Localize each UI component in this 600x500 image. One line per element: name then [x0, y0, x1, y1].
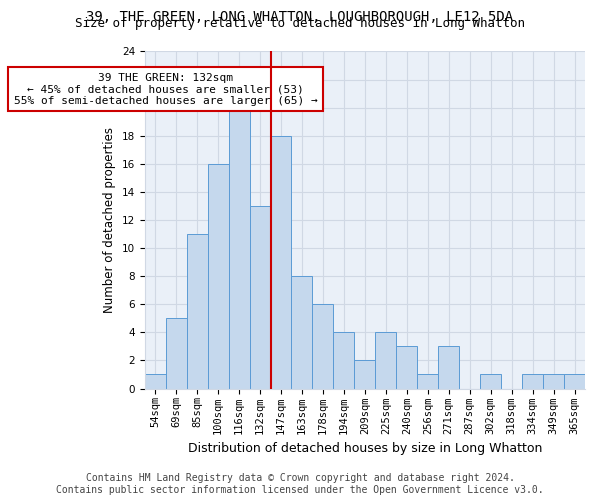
Bar [417, 374, 438, 388]
Bar [543, 374, 564, 388]
Bar [166, 318, 187, 388]
Bar [250, 206, 271, 388]
Bar [522, 374, 543, 388]
Bar [313, 304, 334, 388]
X-axis label: Distribution of detached houses by size in Long Whatton: Distribution of detached houses by size … [188, 442, 542, 455]
Bar [334, 332, 355, 388]
Text: Size of property relative to detached houses in Long Whatton: Size of property relative to detached ho… [75, 18, 525, 30]
Bar [397, 346, 417, 389]
Text: 39, THE GREEN, LONG WHATTON, LOUGHBOROUGH, LE12 5DA: 39, THE GREEN, LONG WHATTON, LOUGHBOROUG… [86, 10, 514, 24]
Bar [564, 374, 585, 388]
Bar [438, 346, 459, 389]
Text: Contains HM Land Registry data © Crown copyright and database right 2024.
Contai: Contains HM Land Registry data © Crown c… [56, 474, 544, 495]
Bar [376, 332, 397, 388]
Text: 39 THE GREEN: 132sqm
← 45% of detached houses are smaller (53)
55% of semi-detac: 39 THE GREEN: 132sqm ← 45% of detached h… [14, 72, 317, 106]
Bar [355, 360, 376, 388]
Bar [271, 136, 292, 388]
Bar [187, 234, 208, 388]
Bar [208, 164, 229, 388]
Y-axis label: Number of detached properties: Number of detached properties [103, 127, 116, 313]
Bar [145, 374, 166, 388]
Bar [480, 374, 501, 388]
Bar [292, 276, 313, 388]
Bar [229, 108, 250, 388]
